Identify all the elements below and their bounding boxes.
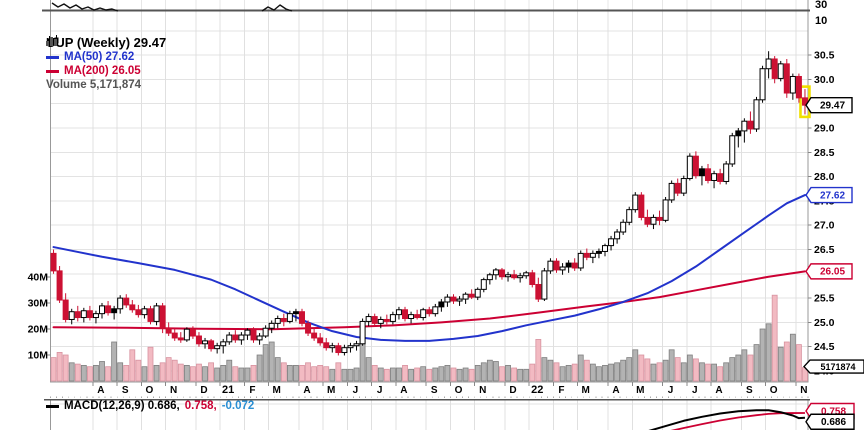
ma200-label: MA(200) 26.05 <box>64 65 141 77</box>
svg-text:J: J <box>377 385 383 396</box>
svg-text:A: A <box>612 385 619 396</box>
macd-signal-value: 0.758, <box>184 400 217 412</box>
svg-text:20M: 20M <box>28 324 49 336</box>
svg-text:10M: 10M <box>28 350 49 362</box>
svg-text:M: M <box>582 385 590 396</box>
symbol-title-row: UUP (Weekly) 29.47 <box>46 35 166 50</box>
svg-text:40M: 40M <box>28 272 49 284</box>
svg-text:30M: 30M <box>28 298 49 310</box>
svg-text:O: O <box>146 385 154 396</box>
svg-text:M: M <box>327 385 335 396</box>
macd-label: MACD(12,26,9) 0.686, <box>64 400 180 412</box>
svg-text:A: A <box>400 385 407 396</box>
svg-text:28.0: 28.0 <box>814 171 835 183</box>
svg-text:S: S <box>122 385 129 396</box>
svg-text:0.758: 0.758 <box>821 406 846 417</box>
svg-text:24.5: 24.5 <box>814 341 835 353</box>
svg-text:28.5: 28.5 <box>814 147 835 159</box>
svg-text:0.686: 0.686 <box>821 417 846 428</box>
svg-text:27.0: 27.0 <box>814 220 835 232</box>
chart-legend: UUP (Weekly) 29.47 MA(50) 27.62 MA(200) … <box>46 35 166 92</box>
svg-text:F: F <box>558 385 564 396</box>
svg-text:S: S <box>431 385 438 396</box>
svg-text:A: A <box>715 385 722 396</box>
svg-text:21: 21 <box>222 384 234 396</box>
macd-hist-value: -0.072 <box>221 400 255 412</box>
candlesticks <box>50 51 808 356</box>
gridlines <box>50 0 808 430</box>
moving-averages <box>52 194 806 342</box>
svg-text:26.05: 26.05 <box>820 267 845 278</box>
svg-text:M: M <box>272 385 280 396</box>
volume-label: Volume 5,171,874 <box>46 79 142 91</box>
svg-text:30: 30 <box>815 0 827 11</box>
svg-text:O: O <box>455 385 463 396</box>
svg-text:N: N <box>479 385 486 396</box>
svg-text:J: J <box>692 385 698 396</box>
svg-text:S: S <box>746 385 753 396</box>
ma200-line-icon <box>46 69 59 73</box>
svg-text:30.5: 30.5 <box>814 50 835 62</box>
svg-text:29.47: 29.47 <box>820 100 845 111</box>
ma50-legend-row: MA(50) 27.62 <box>46 50 166 64</box>
ma50-label: MA(50) 27.62 <box>64 51 135 63</box>
symbol-title: UUP (Weekly) 29.47 <box>46 35 167 50</box>
svg-text:J: J <box>668 385 674 396</box>
svg-text:22: 22 <box>531 384 543 396</box>
svg-text:26.5: 26.5 <box>814 244 835 256</box>
macd-curves <box>648 409 806 430</box>
svg-text:M: M <box>636 385 644 396</box>
svg-text:5171874: 5171874 <box>820 362 855 372</box>
ma50-line-icon <box>46 55 59 59</box>
svg-text:D: D <box>200 385 207 396</box>
svg-text:O: O <box>770 385 778 396</box>
svg-text:N: N <box>800 385 807 396</box>
svg-text:A: A <box>303 385 310 396</box>
svg-text:F: F <box>249 385 255 396</box>
ma200-legend-row: MA(200) 26.05 <box>46 64 166 78</box>
svg-text:30.0: 30.0 <box>814 74 835 86</box>
rsi-sliver <box>51 2 293 12</box>
svg-text:25.5: 25.5 <box>814 293 835 305</box>
svg-text:10: 10 <box>815 15 827 27</box>
volume-bars-icon <box>46 37 57 46</box>
svg-text:N: N <box>170 385 177 396</box>
svg-text:29.0: 29.0 <box>814 123 835 135</box>
svg-text:D: D <box>509 385 516 396</box>
macd-line-icon <box>46 404 59 408</box>
svg-text:A: A <box>97 385 104 396</box>
volume-legend-row: Volume 5,171,874 <box>46 37 166 92</box>
svg-text:27.62: 27.62 <box>820 190 845 201</box>
volume-bars <box>50 294 808 382</box>
svg-text:J: J <box>353 385 359 396</box>
svg-text:25.0: 25.0 <box>814 317 835 329</box>
macd-legend: MACD(12,26,9) 0.686, 0.758, -0.072 <box>46 400 254 412</box>
